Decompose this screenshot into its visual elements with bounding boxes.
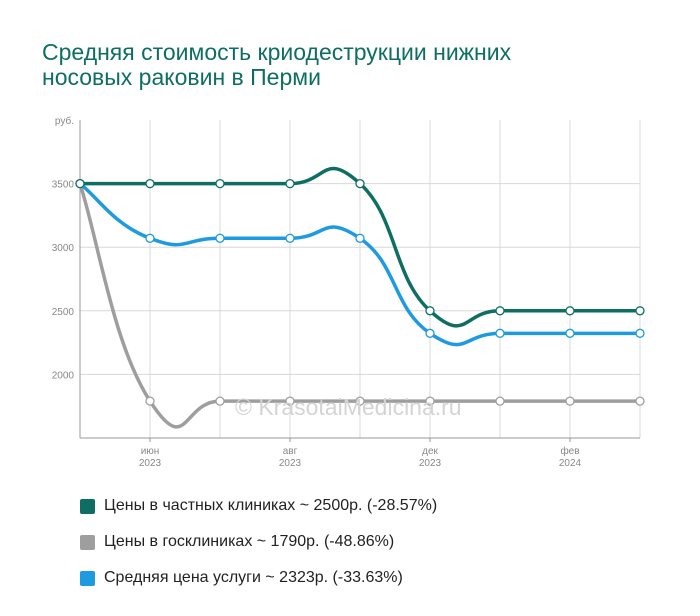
- data-point: [565, 328, 575, 338]
- data-point: [635, 328, 645, 338]
- y-tick-label: 3500: [52, 180, 75, 191]
- data-point: [215, 178, 225, 189]
- data-point: [635, 396, 645, 406]
- x-tick-month: авг: [283, 446, 298, 457]
- data-point: [355, 396, 365, 406]
- data-point: [495, 306, 505, 316]
- data-point: [425, 328, 435, 338]
- data-point: [215, 233, 225, 243]
- legend-item-private[interactable]: Цены в частных клиниках ~ 2500р. (-28.57…: [80, 488, 437, 524]
- x-tick-year: 2023: [279, 458, 302, 469]
- data-point: [495, 396, 505, 406]
- legend-label: Средняя цена услуги ~ 2323р. (-33.63%): [104, 569, 403, 586]
- legend-item-public[interactable]: Цены в госклиниках ~ 1790р. (-48.86%): [80, 524, 437, 560]
- x-tick-month: дек: [422, 446, 438, 457]
- watermark: © KrasotaiMedicina.ru: [235, 394, 462, 420]
- y-tick-label: 2500: [52, 307, 75, 318]
- series-line: [78, 181, 642, 429]
- data-point: [285, 396, 295, 406]
- data-point: [145, 396, 155, 406]
- y-axis-label: руб.: [55, 115, 74, 127]
- chart-title: Средняя стоимость криодеструкции нижних …: [42, 39, 512, 90]
- x-tick-year: 2023: [139, 458, 162, 469]
- data-point: [215, 396, 225, 406]
- legend-swatch: [80, 534, 95, 550]
- data-point: [425, 306, 435, 316]
- data-point: [285, 233, 295, 243]
- x-tick-month: фев: [560, 445, 579, 457]
- data-point: [495, 328, 505, 338]
- data-point: [285, 178, 295, 189]
- data-point: [635, 306, 645, 316]
- x-tick-year: 2024: [559, 458, 582, 469]
- data-point: [565, 306, 575, 316]
- y-tick-label: 3000: [52, 243, 75, 254]
- legend-swatch: [80, 570, 95, 586]
- data-point: [355, 233, 365, 243]
- data-point: [145, 178, 155, 189]
- legend-item-average[interactable]: Средняя цена услуги ~ 2323р. (-33.63%): [80, 560, 437, 596]
- data-point: [355, 178, 365, 189]
- line-chart: 2000250030003500руб.июн2023авг2023дек202…: [52, 115, 645, 469]
- series-line: [78, 166, 642, 328]
- legend: Цены в частных клиниках ~ 2500р. (-28.57…: [80, 488, 437, 596]
- x-tick-year: 2023: [419, 458, 442, 469]
- x-tick-month: июн: [141, 446, 160, 457]
- y-tick-label: 2000: [52, 370, 75, 381]
- data-point: [565, 396, 575, 406]
- legend-swatch: [80, 498, 95, 514]
- data-point: [425, 396, 435, 406]
- data-point: [75, 178, 85, 189]
- legend-label: Цены в госклиниках ~ 1790р. (-48.86%): [104, 533, 395, 550]
- data-point: [145, 233, 155, 243]
- legend-label: Цены в частных клиниках ~ 2500р. (-28.57…: [104, 497, 438, 514]
